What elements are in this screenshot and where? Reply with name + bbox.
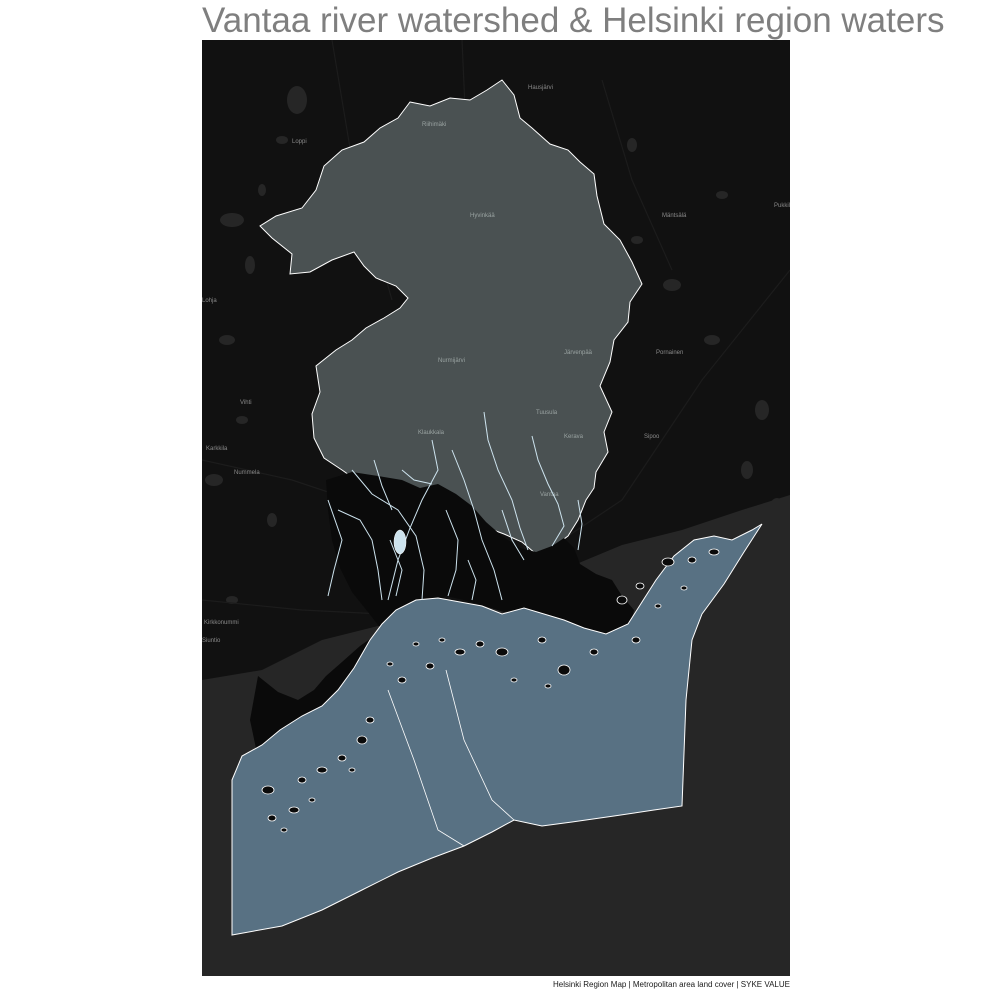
place-label: Hausjärvi <box>528 85 553 91</box>
river-network <box>327 411 583 601</box>
place-label: Nurmijärvi <box>438 358 465 364</box>
river-lake <box>393 529 407 555</box>
place-label: Sipoo <box>644 434 660 440</box>
place-label: Tuusula <box>536 410 558 416</box>
place-label: Vantaa <box>540 492 559 498</box>
place-label: Nummela <box>234 470 260 476</box>
place-label: Siuntio <box>202 638 221 644</box>
islands <box>261 548 720 833</box>
place-label: Pornainen <box>656 350 683 356</box>
place-labels: Hausjärvi Loppi Riihimäki Hyvinkää Mänts… <box>202 85 790 644</box>
place-label: Mäntsälä <box>662 213 687 219</box>
place-label: Hyvinkää <box>470 213 495 219</box>
place-label: Karkkila <box>206 446 228 452</box>
place-label: Vihti <box>240 400 252 406</box>
map-caption: Helsinki Region Map | Metropolitan area … <box>552 980 790 989</box>
place-label: Kirkkonummi <box>204 620 239 626</box>
place-label: Pukkila <box>774 203 790 209</box>
place-label: Kerava <box>564 434 584 440</box>
place-label: Riihimäki <box>422 122 446 128</box>
maritime-boundaries <box>387 669 515 847</box>
place-label: Järvenpää <box>564 350 593 356</box>
place-label: Klaukkala <box>418 430 445 436</box>
region-waters <box>231 523 763 936</box>
map-panel: Hausjärvi Loppi Riihimäki Hyvinkää Mänts… <box>202 40 790 976</box>
map-canvas: Hausjärvi Loppi Riihimäki Hyvinkää Mänts… <box>202 40 790 976</box>
place-label: Lohja <box>202 298 217 304</box>
map-title: Vantaa river watershed & Helsinki region… <box>202 1 945 40</box>
lower-river-network <box>326 472 634 638</box>
place-label: Loppi <box>292 139 307 145</box>
